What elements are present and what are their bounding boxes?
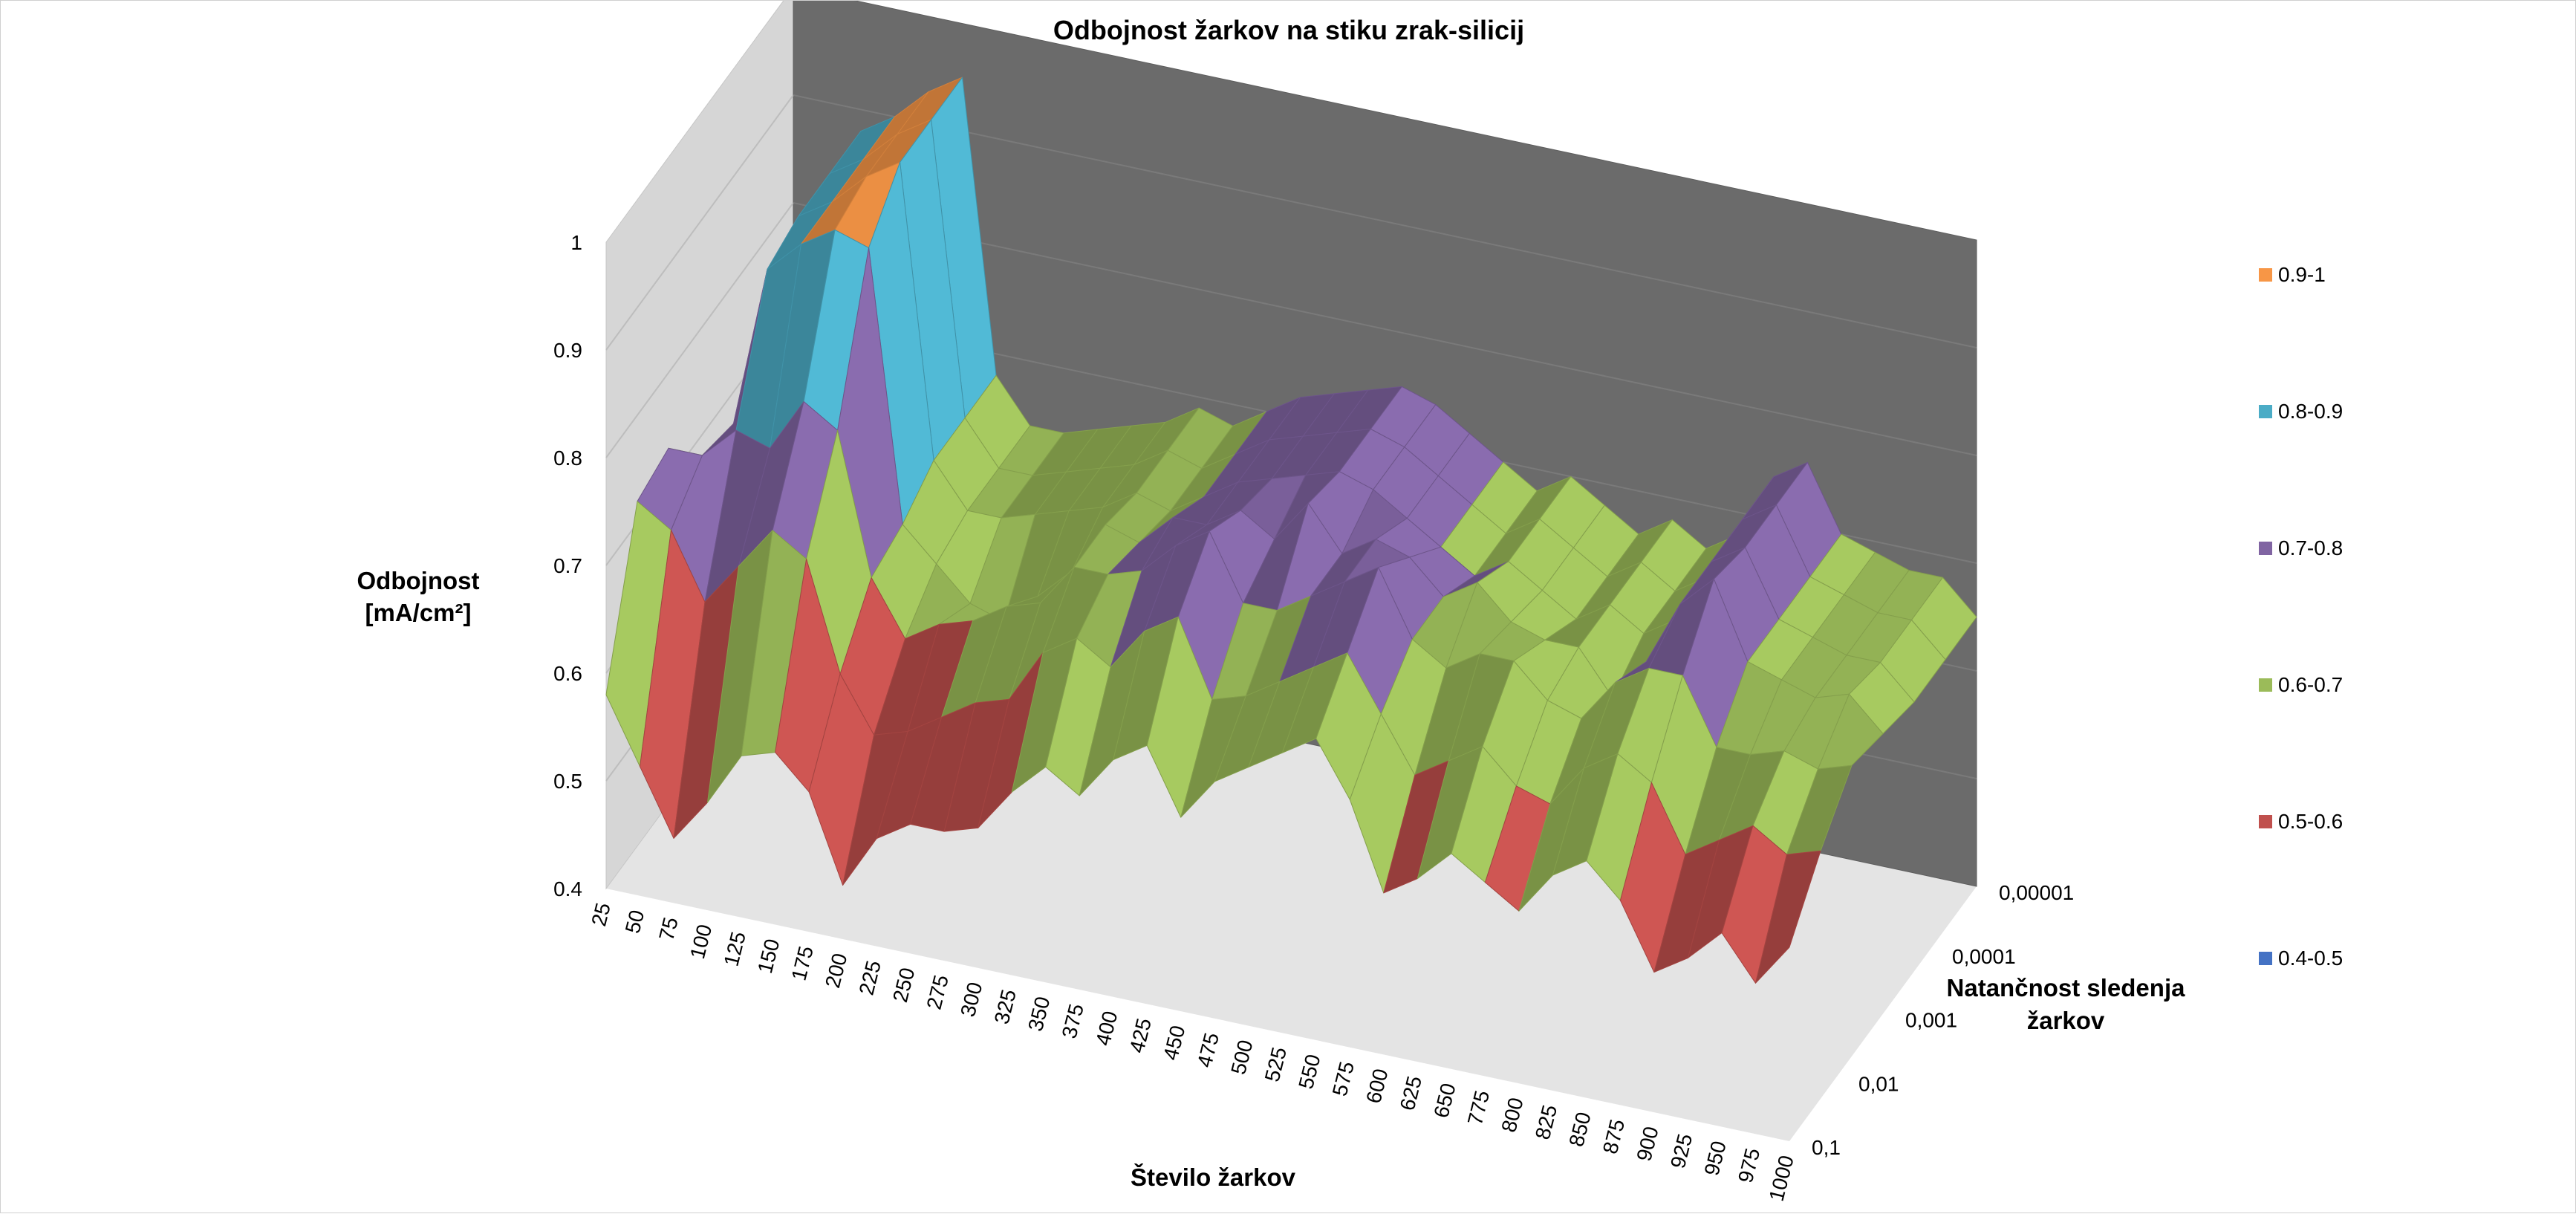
z-tick-label: 0.4 [553,877,582,900]
legend-swatch [2259,542,2272,555]
x-tick-label: 400 [1091,1009,1122,1048]
x-tick-label: 475 [1193,1030,1223,1070]
x-tick-label: 500 [1226,1038,1257,1077]
legend-swatch [2259,405,2272,418]
y-tick-label: 0,00001 [1999,881,2074,904]
x-tick-label: 450 [1159,1023,1189,1062]
x-tick-label: 150 [753,937,784,976]
x-tick-label: 50 [621,908,649,936]
back-gridline [793,202,1977,456]
y-tick-label: 0,0001 [1952,945,2016,968]
x-tick-label: 900 [1632,1124,1662,1163]
y-tick-label: 0,1 [1812,1136,1841,1159]
z-tick-label: 0.6 [553,662,582,685]
legend-label: 0.4-0.5 [2278,947,2343,970]
x-tick-label: 75 [654,915,683,943]
legend-swatch [2259,815,2272,828]
x-tick-label: 800 [1497,1095,1527,1135]
legend-swatch [2259,952,2272,965]
legend-swatch [2259,268,2272,282]
z-axis-title-line1: Odbojnost [357,567,480,594]
side-gridline [605,202,794,458]
surface-plot [605,77,1977,984]
x-tick-label: 1000 [1765,1153,1798,1204]
x-tick-label: 275 [923,973,953,1012]
surface-facet [1755,850,1821,984]
z-tick-label: 1 [570,231,582,254]
y-tick-label: 0,01 [1858,1072,1899,1095]
x-tick-label: 425 [1125,1016,1156,1055]
x-tick-label: 375 [1058,1002,1088,1041]
x-tick-label: 875 [1598,1117,1629,1156]
z-tick-label: 0.7 [553,554,582,577]
legend-label: 0.7-0.8 [2278,536,2343,559]
y-tick-label: 0,001 [1905,1009,1957,1032]
x-tick-label: 825 [1531,1103,1561,1142]
legend-label: 0.9-1 [2278,263,2326,286]
x-tick-label: 125 [720,929,750,969]
x-axis-title: Število žarkov [1131,1163,1296,1191]
legend: 0.9-1 0.8-0.9 0.7-0.8 0.6-0.7 0.5-0.6 0.4-0.5 [2259,263,2343,970]
legend-swatch [2259,678,2272,692]
x-tick-label: 100 [686,922,716,961]
x-tick-label: 575 [1328,1059,1359,1099]
x-tick-label: 950 [1700,1139,1730,1178]
legend-label: 0.6-0.7 [2278,673,2343,696]
legend-label: 0.8-0.9 [2278,400,2343,423]
x-tick-label: 525 [1261,1045,1291,1084]
z-axis-title-line2: [mA/cm²] [365,599,471,626]
x-tick-label: 550 [1294,1052,1324,1091]
x-tick-label: 225 [855,958,885,998]
z-tick-label: 0.9 [553,339,582,362]
side-gridline [605,94,794,351]
x-tick-label: 925 [1666,1132,1697,1171]
x-tick-label: 650 [1429,1081,1460,1120]
x-tick-label: 625 [1396,1074,1426,1113]
legend-label: 0.5-0.6 [2278,810,2343,833]
back-gridline [793,94,1977,348]
x-tick-label: 300 [956,980,986,1019]
z-tick-label: 0.5 [553,770,582,793]
x-tick-label: 175 [787,944,818,983]
y-axis-title-line2: žarkov [2027,1007,2105,1034]
x-tick-label: 975 [1734,1146,1764,1185]
x-tick-label: 325 [990,987,1021,1027]
chart-title: Odbojnost žarkov na stiku zrak-silicij [1053,15,1524,45]
x-tick-label: 200 [821,951,851,990]
y-axis-title-line1: Natančnost sledenja [1947,974,2186,1002]
x-tick-label: 350 [1024,994,1054,1033]
x-tick-label: 600 [1362,1066,1392,1106]
x-tick-label: 775 [1463,1088,1494,1128]
x-tick-label: 850 [1564,1110,1595,1149]
x-tick-label: 250 [888,965,919,1004]
x-tick-label: 25 [587,900,615,929]
z-tick-label: 0.8 [553,447,582,470]
